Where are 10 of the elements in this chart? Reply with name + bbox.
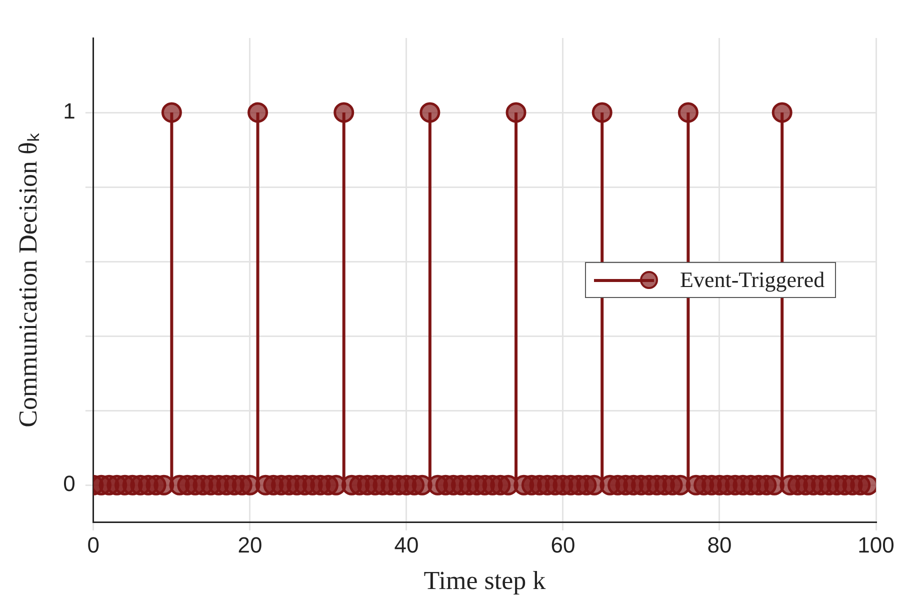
x-tick-label: 0 <box>87 532 100 558</box>
x-tick-label: 80 <box>707 532 732 558</box>
x-axis-title: Time step k <box>424 566 546 596</box>
x-tick-label: 60 <box>550 532 576 558</box>
legend-label: Event-Triggered <box>680 267 825 294</box>
x-tick-label: 100 <box>858 532 894 558</box>
y-tick-label: 1 <box>63 98 76 124</box>
y-axis-title: Communication Decision θₖ <box>13 132 42 428</box>
x-tick-label: 40 <box>394 532 419 558</box>
x-tick-label: 20 <box>238 532 262 558</box>
